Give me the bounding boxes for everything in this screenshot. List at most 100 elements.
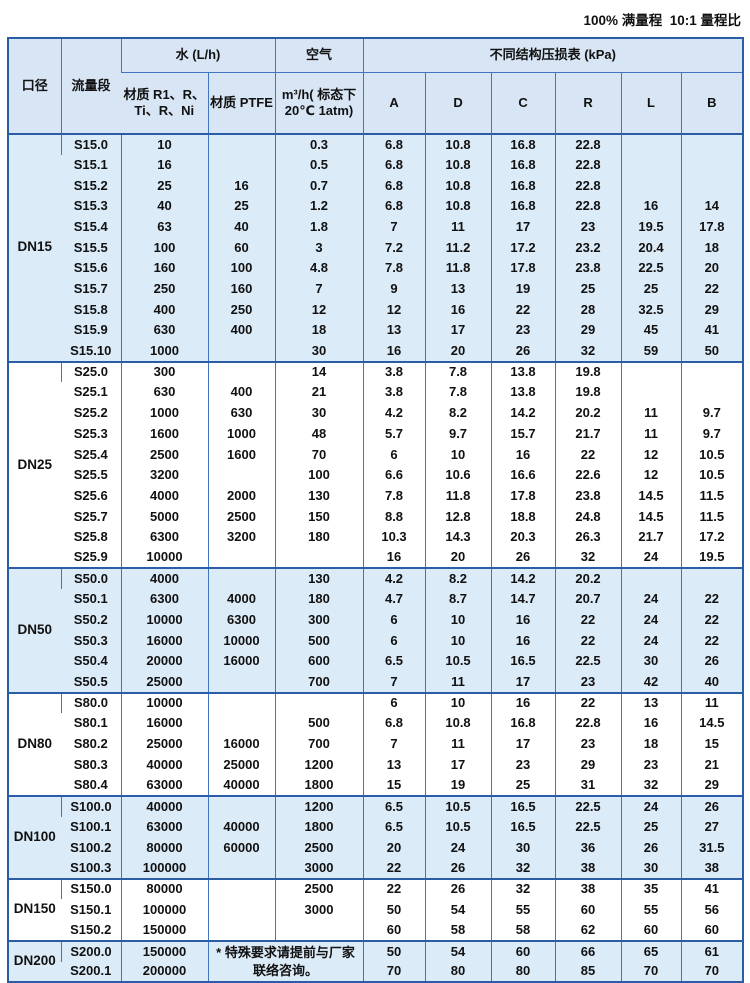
pressure-cell: 10 bbox=[424, 691, 492, 714]
pressure-cell: 10.5 bbox=[680, 444, 744, 465]
water-ptfe-cell bbox=[207, 547, 276, 569]
flow-segment-cell: S80.2 bbox=[61, 733, 121, 755]
pressure-cell: 10.5 bbox=[424, 795, 492, 817]
pressure-cell: 55 bbox=[490, 899, 556, 921]
pressure-cell: 31.5 bbox=[680, 837, 744, 859]
range-ratio-note: 100% 满量程 10:1 量程比 bbox=[583, 13, 741, 28]
table-row: S25.5 3200 100 6.6 10.6 16.6 22.6 12 10.5 bbox=[8, 465, 744, 486]
pressure-cell: 11.5 bbox=[680, 506, 744, 528]
pressure-cell: 25 bbox=[620, 278, 682, 300]
flow-segment-cell: S25.7 bbox=[61, 506, 121, 528]
pressure-cell: 13 bbox=[362, 320, 426, 341]
water-metal-cell: 100000 bbox=[120, 858, 208, 879]
pressure-cell: 16 bbox=[490, 444, 556, 465]
header-row-sub: 材质 R1、R、Ti、R、Ni 材质 PTFE m³/h( 标态下 20℃ 1a… bbox=[8, 72, 744, 135]
table-row: S100.1 63000 40000 1800 6.5 10.5 16.5 22.5 25 27 bbox=[8, 816, 744, 838]
table-row: DN150 S150.0 80000 2500 22 26 32 38 35 41 bbox=[8, 877, 744, 941]
water-ptfe-cell: 40000 bbox=[207, 816, 276, 838]
water-metal-cell: 1600 bbox=[120, 423, 208, 445]
water-ptfe-cell: 40000 bbox=[207, 775, 276, 796]
table-row: S25.9 10000 16 20 26 32 24 19.5 bbox=[8, 547, 744, 569]
water-metal-cell: 6300 bbox=[120, 589, 208, 610]
table-row: S100.3 100000 3000 22 26 32 38 30 38 bbox=[8, 858, 744, 879]
pressure-cell: 11 bbox=[424, 216, 492, 238]
water-metal-cell: 80000 bbox=[120, 837, 208, 859]
pressure-cell: 8.2 bbox=[424, 402, 492, 424]
air-flow-cell: 700 bbox=[274, 733, 364, 755]
flow-segment-cell: S100.1 bbox=[61, 816, 121, 838]
pressure-cell: 13 bbox=[620, 691, 682, 714]
pressure-cell: 14.2 bbox=[490, 402, 556, 424]
pressure-cell: 14.5 bbox=[680, 713, 744, 734]
pressure-cell: 25 bbox=[620, 816, 682, 838]
pressure-cell: 56 bbox=[680, 899, 744, 921]
water-metal-cell: 25000 bbox=[120, 671, 208, 693]
pressure-cell: 22.8 bbox=[554, 196, 622, 217]
water-ptfe-cell bbox=[207, 877, 276, 900]
water-metal-cell: 40 bbox=[120, 196, 208, 217]
pressure-cell: 21.7 bbox=[620, 527, 682, 548]
pressure-cell: 27 bbox=[680, 816, 744, 838]
pressure-cell: 16.8 bbox=[490, 134, 556, 155]
pressure-cell: 30 bbox=[620, 651, 682, 672]
table-row: DN200 S200.0 150000 * 特殊要求请提前与厂家联络咨询。 50 54 60… bbox=[8, 939, 744, 983]
flow-segment-cell: S25.0 bbox=[60, 360, 121, 383]
pressure-cell: 61 bbox=[680, 939, 744, 962]
pressure-cell: 10 bbox=[424, 609, 492, 631]
pressure-cell: 32 bbox=[554, 547, 622, 569]
flow-segment-cell: S25.8 bbox=[61, 527, 121, 548]
pressure-cell: 17.8 bbox=[490, 258, 556, 279]
pressure-cell: 10.8 bbox=[424, 134, 492, 155]
pressure-cell: 29 bbox=[554, 320, 622, 341]
pressure-cell: 25 bbox=[490, 775, 556, 796]
water-metal-cell: 1000 bbox=[120, 340, 208, 362]
pressure-cell: 22.6 bbox=[554, 465, 622, 486]
caliber-cell: DN80 bbox=[8, 691, 61, 796]
pressure-cell: 70 bbox=[362, 961, 426, 983]
air-flow-cell: 180 bbox=[274, 527, 364, 548]
water-metal-cell: 16000 bbox=[120, 713, 208, 734]
water-metal-cell: 63000 bbox=[120, 775, 208, 796]
water-ptfe-cell: 60 bbox=[207, 237, 276, 259]
pressure-cell: 7 bbox=[362, 216, 426, 238]
water-ptfe-cell: 16000 bbox=[207, 733, 276, 755]
pressure-cell: 11 bbox=[620, 402, 682, 424]
pressure-cell: 16 bbox=[620, 196, 682, 217]
water-ptfe-cell: 160 bbox=[207, 278, 276, 300]
pressure-cell: 22 bbox=[362, 877, 426, 900]
header-water-material-metal: 材质 R1、R、Ti、R、Ni bbox=[121, 72, 208, 135]
pressure-cell bbox=[680, 134, 744, 155]
pressure-cell: 22 bbox=[680, 609, 744, 631]
pressure-cell: 7 bbox=[362, 671, 426, 693]
pressure-cell: 22.5 bbox=[554, 795, 622, 817]
air-flow-cell: 500 bbox=[274, 713, 364, 734]
pressure-cell: 14.2 bbox=[490, 567, 556, 590]
pressure-cell: 10.6 bbox=[424, 465, 492, 486]
pressure-cell: 13 bbox=[362, 754, 426, 776]
pressure-cell: 15 bbox=[362, 775, 426, 796]
pressure-cell: 6 bbox=[362, 630, 426, 652]
pressure-cell: 22.8 bbox=[554, 134, 622, 155]
table-row: S25.2 1000 630 30 4.2 8.2 14.2 20.2 11 9.7 bbox=[8, 402, 744, 424]
pressure-cell: 16 bbox=[620, 713, 682, 734]
flow-segment-cell: S25.3 bbox=[61, 423, 121, 445]
pressure-cell: 23 bbox=[554, 671, 622, 693]
pressure-cell: 24 bbox=[620, 795, 682, 817]
pressure-cell: 11 bbox=[424, 671, 492, 693]
air-flow-cell: 100 bbox=[274, 465, 364, 486]
flow-segment-cell: S25.1 bbox=[61, 382, 121, 403]
air-flow-cell: 2500 bbox=[274, 837, 364, 859]
pressure-cell: 9.7 bbox=[424, 423, 492, 445]
pressure-cell: 10.8 bbox=[424, 154, 492, 176]
flow-segment-cell: S100.2 bbox=[61, 837, 121, 859]
air-flow-cell: 12 bbox=[274, 299, 364, 321]
water-ptfe-cell: 100 bbox=[207, 258, 276, 279]
special-request-note-cell: * 特殊要求请提前与厂家联络咨询。 bbox=[207, 939, 364, 983]
water-metal-cell: 630 bbox=[120, 320, 208, 341]
pressure-cell: 45 bbox=[620, 320, 682, 341]
air-flow-cell: 2500 bbox=[274, 877, 364, 900]
water-ptfe-cell: 250 bbox=[207, 299, 276, 321]
pressure-cell: 17 bbox=[424, 320, 492, 341]
pressure-cell: 24 bbox=[620, 547, 682, 569]
pressure-cell: 13 bbox=[424, 278, 492, 300]
